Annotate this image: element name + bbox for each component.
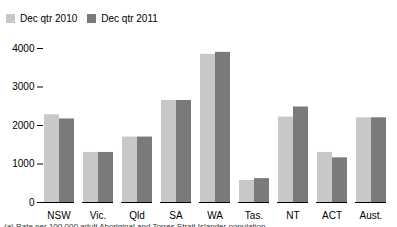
svg-text:SA: SA [169, 210, 183, 221]
html-text:Dec qtr 2011: Dec qtr 2011 [101, 13, 158, 24]
html-text:Dec qtr 2010: Dec qtr 2010 [20, 13, 78, 24]
svg-text:0: 0 [29, 197, 35, 208]
svg-text:Tas.: Tas. [245, 210, 263, 221]
svg-text:NT: NT [286, 210, 299, 221]
svg-text:WA: WA [207, 210, 223, 221]
svg-text:Qld: Qld [129, 210, 145, 221]
svg-text:Vic.: Vic. [90, 210, 107, 221]
svg-text:Aust.: Aust. [360, 210, 383, 221]
svg-text:1000: 1000 [12, 158, 35, 169]
svg-text:ACT: ACT [322, 210, 342, 221]
svg-text:3000: 3000 [12, 81, 35, 92]
svg-text:NSW: NSW [47, 210, 71, 221]
svg-text:4000: 4000 [12, 43, 35, 54]
svg-text:2000: 2000 [12, 120, 35, 131]
